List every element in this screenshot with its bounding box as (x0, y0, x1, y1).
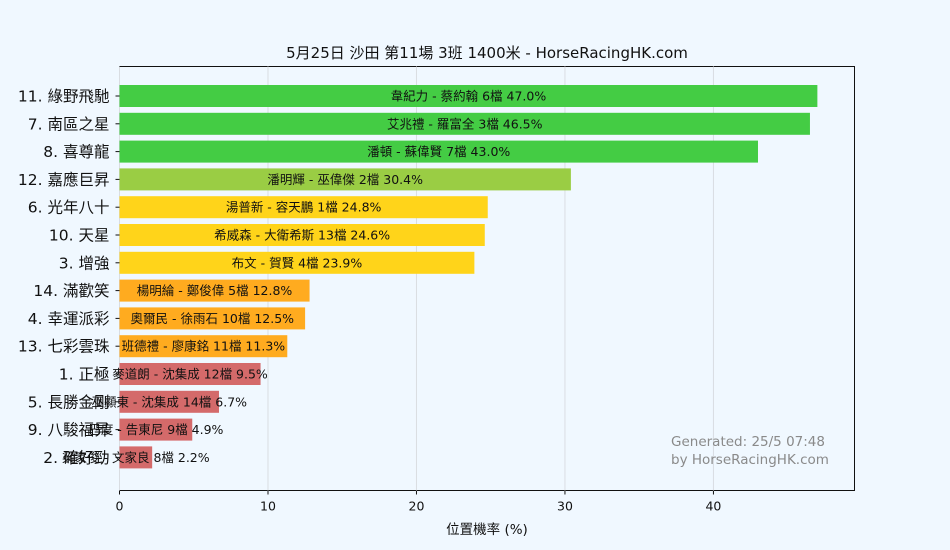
category-label: 13. 七彩雲珠 (18, 338, 110, 356)
category-label: 12. 嘉應巨昇 (18, 170, 110, 189)
bar (119, 140, 758, 163)
category-label: 14. 滿歡笑 (33, 282, 109, 300)
plot-area (119, 66, 855, 491)
bar-label: 巫顯東 - 沈集成 14檔 6.7% (91, 394, 247, 409)
category-label: 6. 光年八十 (28, 199, 110, 217)
bar-label: 布文 - 賀賢 4檔 23.9% (232, 255, 363, 270)
category-label: 8. 喜尊龍 (43, 143, 109, 161)
category-label: 4. 幸運派彩 (28, 310, 110, 328)
x-tick-label: 20 (409, 499, 425, 514)
category-label: 3. 增強 (59, 254, 110, 272)
bar-label: 梁家俊 - 文家良 8檔 2.2% (62, 450, 210, 465)
watermark-line-2: by HorseRacingHK.com (671, 452, 829, 468)
bar (119, 85, 818, 107)
bar-label: 湯普新 - 容天鵬 1檔 24.8% (226, 200, 382, 215)
bar (119, 363, 261, 385)
bar (119, 418, 193, 441)
bar (119, 251, 475, 274)
x-tick-label: 30 (557, 499, 573, 514)
bar-label: 希威森 - 大衛希斯 13檔 24.6% (214, 228, 390, 243)
category-label: 10. 天星 (49, 227, 110, 245)
x-tick-label: 0 (116, 499, 124, 514)
bar (119, 196, 488, 219)
bar (119, 168, 571, 191)
category-labels: 11. 綠野飛馳 7. 南區之星 8. 喜尊龍 12. 嘉應巨昇 6. 光年八十 10. … (18, 88, 120, 467)
bar-label: 班德禮 - 廖康銘 11檔 11.3% (122, 339, 286, 354)
chart-title: 5月25日 沙田 第11場 3班 1400米 - HorseRacingHK.c… (286, 44, 688, 62)
bar (119, 390, 219, 413)
bar (119, 224, 485, 246)
x-tick-label: 10 (260, 499, 276, 514)
category-label: 5. 長勝金剛 (28, 393, 110, 411)
x-ticks: 0 10 20 30 40 (116, 490, 721, 514)
bar (119, 112, 810, 135)
category-label: 2. 確好勁 (43, 449, 109, 467)
bar (119, 335, 288, 358)
bar-label: 潘頓 - 蘇偉賢 7檔 43.0% (367, 144, 510, 159)
x-tick-label: 40 (705, 499, 721, 514)
bars (119, 85, 818, 469)
bar-label: 韋紀力 - 蔡約翰 6檔 47.0% (391, 89, 547, 104)
bar (119, 279, 310, 302)
bar (119, 307, 306, 330)
category-label: 7. 南區之星 (28, 115, 110, 133)
bar-label: 潘明輝 - 巫偉傑 2檔 30.4% (267, 172, 423, 187)
category-label: 11. 綠野飛馳 (18, 88, 110, 106)
bar-label: 楊明綸 - 鄭俊偉 5檔 12.8% (137, 283, 293, 298)
bar-label: 奧爾民 - 徐雨石 10檔 12.5% (131, 311, 295, 326)
bar-label: 艾兆禮 - 羅富全 3檔 46.5% (387, 116, 543, 131)
watermark-line-1: Generated: 25/5 07:48 (671, 434, 825, 450)
category-label: 9. 八駿福昇 (28, 421, 110, 439)
bar-label: 麥道朗 - 沈集成 12檔 9.5% (112, 367, 268, 382)
bar-labels: 韋紀力 - 蔡約翰 6檔 47.0% 艾兆禮 - 羅富全 3檔 46.5% 潘頓 -… (62, 89, 546, 465)
category-label: 1. 正極 (59, 366, 110, 384)
bar (119, 446, 153, 469)
bar-label: 巴度 - 告東尼 9檔 4.9% (88, 422, 223, 437)
x-axis-label: 位置機率 (%) (446, 521, 528, 538)
